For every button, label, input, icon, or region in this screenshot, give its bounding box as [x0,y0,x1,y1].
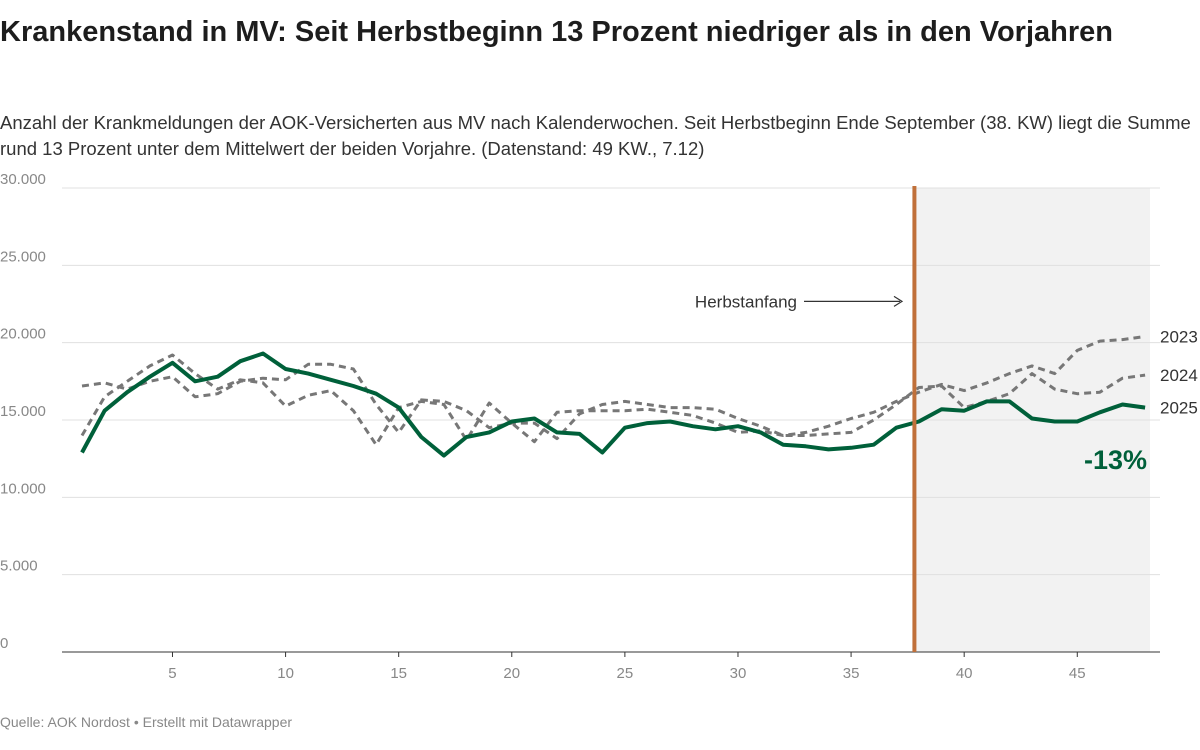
x-tick-label: 5 [168,665,176,682]
x-tick-label: 45 [1069,665,1086,682]
annotation-percent: -13% [1084,445,1147,475]
series-label-2025: 2025 [1160,399,1198,418]
series-line-2023 [80,335,1146,447]
arrow-icon [893,295,904,307]
y-tick-label: 20.000 [0,326,46,343]
y-tick-label: 0 [0,635,8,652]
x-tick-label: 40 [956,665,973,682]
series-line-2024 [81,362,1146,441]
series-label-2023: 2023 [1160,327,1198,346]
series-line-2025 [80,351,1146,458]
chart-subtitle: Anzahl der Krankmeldungen der AOK-Versic… [0,112,1191,159]
x-tick-label: 30 [730,665,747,682]
x-tick-label: 15 [390,665,407,682]
x-tick-label: 35 [843,665,860,682]
y-tick-label: 10.000 [0,480,46,497]
series-label-2024: 2024 [1160,366,1198,385]
x-tick-label: 25 [617,665,634,682]
x-tick-label: 10 [277,665,294,682]
x-tick-label: 20 [503,665,520,682]
annotation-herbstanfang: Herbstanfang [695,292,797,311]
chart-title: Krankenstand in MV: Seit Herbstbeginn 13… [0,16,1113,48]
y-tick-label: 25.000 [0,248,46,265]
y-tick-label: 5.000 [0,558,38,575]
y-tick-label: 30.000 [0,171,46,188]
source-footer: Quelle: AOK Nordost • Erstellt mit Dataw… [0,714,293,730]
y-tick-label: 15.000 [0,403,46,420]
